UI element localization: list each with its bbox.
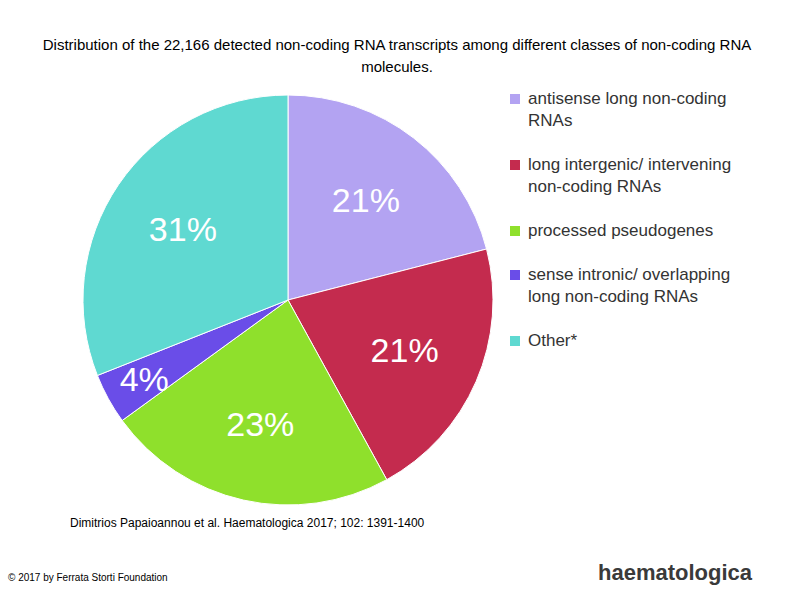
data-label: 31%: [149, 210, 217, 248]
legend-entry: sense intronic/ overlapping long non-cod…: [510, 264, 740, 308]
legend-label: antisense long non-coding RNAs: [528, 89, 726, 130]
legend-entry: processed pseudogenes: [510, 220, 740, 242]
data-label: 23%: [226, 405, 294, 443]
chart-title: Distribution of the 22,166 detected non-…: [20, 34, 774, 78]
legend-swatch: [510, 270, 520, 280]
data-label: 21%: [332, 181, 400, 219]
data-label: 21%: [371, 331, 439, 369]
page: Distribution of the 22,166 detected non-…: [0, 0, 794, 595]
pie-slice: [83, 95, 288, 375]
legend: antisense long non-coding RNAs long inter…: [510, 88, 740, 352]
legend-label: Other*: [528, 331, 577, 350]
legend-entry: antisense long non-coding RNAs: [510, 88, 740, 132]
legend-label: processed pseudogenes: [528, 221, 713, 240]
data-label: 4%: [120, 360, 169, 398]
legend-label: long intergenic/ intervening non-coding …: [528, 155, 731, 196]
legend-swatch: [510, 336, 520, 346]
copyright: © 2017 by Ferrata Storti Foundation: [8, 572, 168, 583]
legend-swatch: [510, 160, 520, 170]
legend-swatch: [510, 226, 520, 236]
logo: haematologica: [598, 560, 752, 586]
legend-swatch: [510, 94, 520, 104]
citation: Dimitrios Papaioannou et al. Haematologi…: [70, 515, 430, 531]
legend-entry: Other*: [510, 330, 740, 352]
legend-entry: long intergenic/ intervening non-coding …: [510, 154, 740, 198]
legend-label: sense intronic/ overlapping long non-cod…: [528, 265, 730, 306]
